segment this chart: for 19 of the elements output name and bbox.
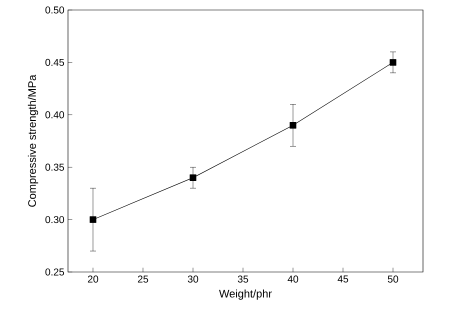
x-tick-label: 35 [238, 276, 248, 283]
y-tick-label: 0.35 [45, 164, 64, 171]
x-tick-label: 40 [288, 276, 298, 283]
y-tick-label: 0.50 [45, 6, 64, 14]
y-tick-label: 0.25 [45, 268, 64, 276]
point [90, 216, 96, 223]
point [390, 59, 396, 66]
x-tick-label: 20 [88, 276, 98, 283]
y-tick-label: 0.45 [45, 58, 64, 66]
x-tick-label: 25 [138, 276, 148, 283]
x-tick-label: 50 [388, 276, 398, 283]
y-tick-label: 0.40 [45, 111, 64, 118]
y-axis-title: Compressive strength/MPa [28, 74, 38, 207]
x-axis-title: Weight/phr [219, 289, 272, 300]
x-tick-label: 45 [338, 276, 348, 283]
point [190, 174, 196, 181]
y-tick-label: 0.30 [45, 216, 64, 224]
point [290, 122, 296, 129]
x-tick-label: 30 [188, 276, 198, 283]
